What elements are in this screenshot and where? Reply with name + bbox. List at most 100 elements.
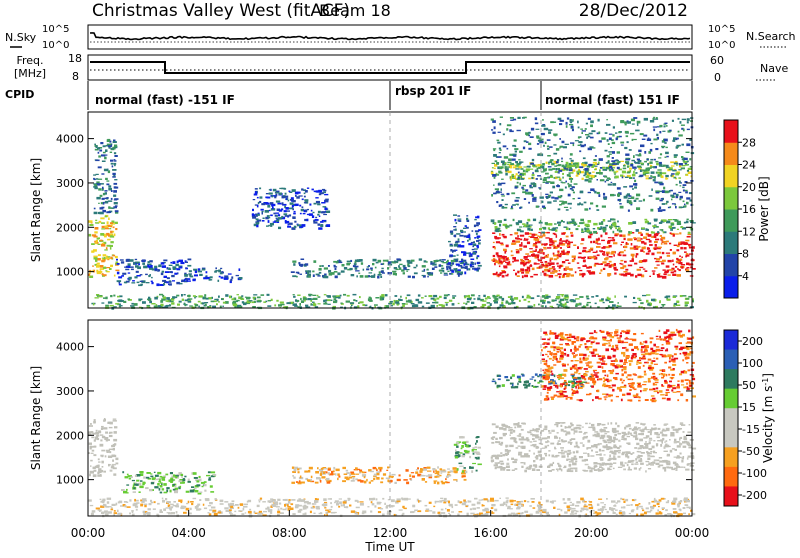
scatter-cell	[526, 380, 530, 383]
scatter-cell	[205, 304, 207, 307]
power-colorbar-tick-label: 20	[742, 181, 756, 194]
scatter-cell	[570, 142, 574, 143]
scatter-cell	[105, 455, 107, 457]
scatter-cell	[559, 138, 561, 140]
scatter-cell	[458, 219, 462, 220]
scatter-cell	[142, 301, 146, 304]
scatter-cell	[605, 132, 608, 134]
scatter-cell	[313, 221, 317, 223]
scatter-cell	[660, 394, 665, 395]
scatter-cell	[456, 222, 458, 224]
scatter-cell	[634, 447, 637, 449]
scatter-cell	[581, 238, 584, 241]
scatter-cell	[649, 177, 652, 178]
scatter-cell	[439, 296, 442, 298]
scatter-cell	[91, 437, 94, 439]
scatter-cell	[195, 271, 197, 274]
scatter-cell	[570, 452, 572, 454]
scatter-cell	[547, 177, 549, 178]
scatter-cell	[461, 473, 463, 474]
scatter-cell	[628, 442, 630, 445]
scatter-cell	[116, 261, 118, 263]
scatter-cell	[673, 234, 675, 237]
scatter-cell	[460, 272, 463, 275]
scatter-cell	[151, 303, 155, 305]
scatter-cell	[378, 274, 382, 276]
scatter-cell	[432, 468, 435, 470]
scatter-cell	[627, 171, 630, 173]
scatter-cell	[149, 489, 153, 491]
scatter-cell	[611, 451, 614, 454]
scatter-cell	[553, 462, 555, 464]
scatter-cell	[642, 139, 646, 140]
scatter-cell	[578, 267, 581, 268]
scatter-cell	[501, 442, 503, 445]
scatter-cell	[366, 268, 369, 270]
scatter-cell	[310, 479, 312, 481]
scatter-cell	[101, 456, 103, 458]
scatter-cell	[278, 214, 280, 216]
scatter-cell	[103, 152, 106, 154]
scatter-cell	[617, 229, 619, 231]
scatter-cell	[116, 463, 119, 465]
scatter-cell	[679, 181, 681, 184]
scatter-cell	[653, 358, 655, 359]
scatter-cell	[523, 170, 525, 172]
scatter-cell	[560, 425, 562, 427]
scatter-cell	[583, 354, 587, 357]
scatter-cell	[621, 244, 623, 245]
scatter-cell	[471, 302, 474, 304]
scatter-cell	[147, 265, 149, 267]
scatter-cell	[130, 476, 133, 478]
scatter-cell	[556, 263, 558, 265]
scatter-cell	[106, 247, 108, 249]
scatter-cell	[147, 305, 151, 307]
scatter-cell	[304, 202, 307, 203]
scatter-cell	[637, 239, 641, 241]
scatter-cell	[209, 306, 211, 307]
scatter-cell	[185, 262, 188, 264]
scatter-cell	[632, 460, 635, 461]
scatter-cell	[491, 219, 495, 222]
scatter-cell	[608, 143, 610, 145]
scatter-cell	[419, 258, 422, 260]
scatter-cell	[666, 393, 668, 395]
scatter-cell	[93, 303, 95, 306]
scatter-cell	[511, 437, 515, 439]
scatter-cell	[676, 258, 678, 260]
scatter-cell	[636, 462, 638, 464]
scatter-cell	[613, 455, 615, 458]
scatter-cell	[649, 244, 653, 246]
scatter-cell	[512, 176, 514, 178]
scatter-cell	[532, 438, 535, 440]
scatter-cell	[568, 263, 571, 264]
scatter-cell	[285, 193, 287, 195]
scatter-cell	[631, 435, 633, 436]
scatter-cell	[333, 301, 337, 304]
scatter-cell	[623, 186, 627, 188]
scatter-cell	[557, 254, 561, 256]
scatter-cell	[192, 279, 195, 282]
scatter-cell	[527, 166, 531, 168]
scatter-cell	[550, 192, 553, 194]
scatter-cell	[299, 195, 303, 196]
scatter-cell	[522, 296, 524, 298]
scatter-cell	[617, 187, 621, 189]
scatter-cell	[515, 242, 517, 244]
scatter-cell	[101, 426, 103, 428]
scatter-cell	[300, 274, 303, 275]
scatter-cell	[169, 283, 172, 285]
scatter-cell	[657, 169, 661, 170]
scatter-cell	[584, 432, 587, 434]
scatter-cell	[607, 263, 610, 264]
scatter-cell	[229, 296, 231, 299]
scatter-cell	[681, 424, 685, 426]
scatter-cell	[636, 443, 639, 445]
scatter-cell	[642, 423, 646, 425]
scatter-cell	[478, 464, 482, 466]
scatter-cell	[111, 163, 114, 165]
scatter-cell	[114, 431, 117, 434]
scatter-cell	[656, 163, 659, 166]
scatter-cell	[550, 306, 553, 307]
scatter-cell	[459, 220, 462, 222]
